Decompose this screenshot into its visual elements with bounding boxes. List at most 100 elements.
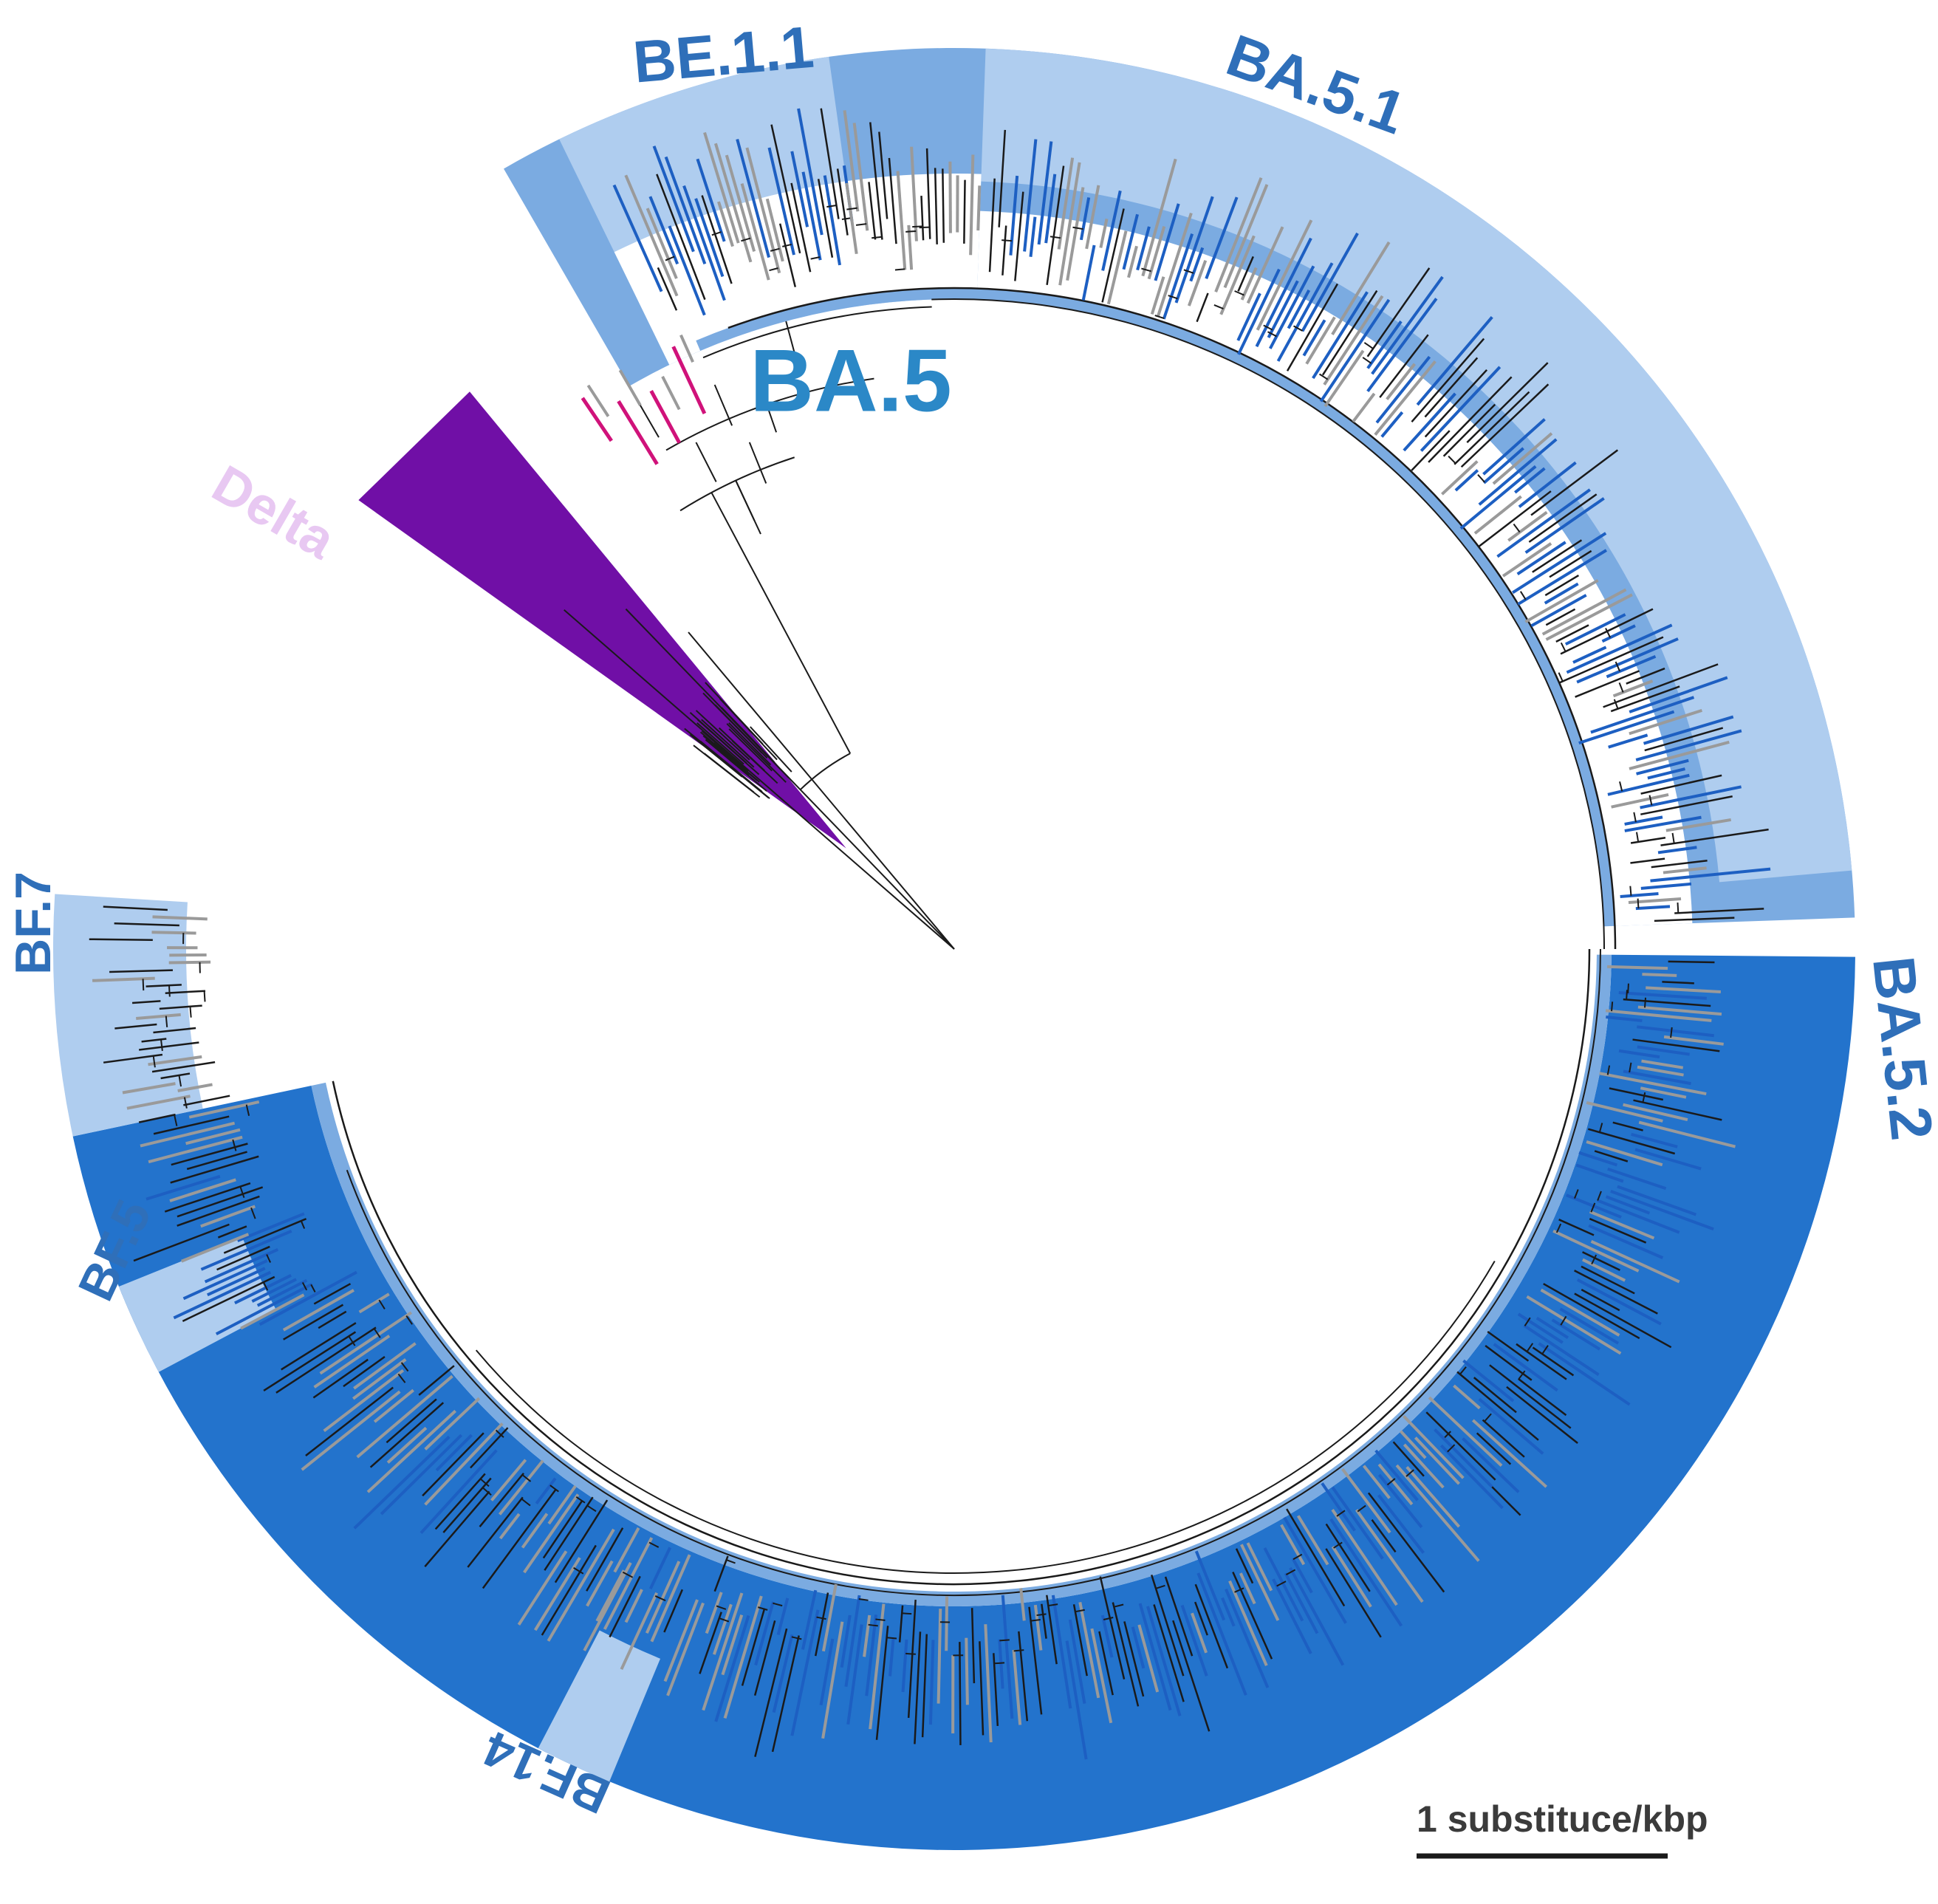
- black-leaf: [898, 1605, 904, 1643]
- blue-leaf: [736, 138, 771, 258]
- gray-leaf: [547, 1528, 615, 1642]
- branch-line: [713, 384, 733, 426]
- magenta-leaf: [671, 346, 707, 415]
- black-leaf: [159, 1004, 202, 1010]
- blue-leaf: [772, 1634, 794, 1713]
- gray-leaf: [168, 960, 211, 965]
- gray-leaf: [624, 1589, 643, 1623]
- black-leaf: [1164, 1576, 1194, 1657]
- gray-leaf: [521, 1513, 549, 1549]
- gray-leaf: [313, 1335, 391, 1388]
- black-leaf: [1543, 1283, 1640, 1340]
- gray-leaf: [366, 1409, 457, 1493]
- black-leaf: [820, 108, 840, 219]
- gray-leaf: [1502, 542, 1552, 578]
- gray-leaf: [1638, 1120, 1736, 1148]
- branch-arc: [769, 267, 778, 272]
- tree-branches: [89, 108, 1771, 1760]
- black-leaf: [925, 148, 931, 239]
- black-leaf: [914, 1631, 922, 1744]
- blue-leaf: [1319, 298, 1391, 403]
- gray-leaf: [1157, 212, 1193, 317]
- black-leaf: [1325, 1548, 1382, 1638]
- branch-arc: [1234, 1587, 1244, 1593]
- black-leaf: [1612, 1121, 1643, 1131]
- blue-leaf: [1459, 465, 1537, 530]
- branch-arc: [1541, 1345, 1549, 1355]
- blue-leaf: [173, 1270, 272, 1320]
- blue-leaf: [1434, 1428, 1493, 1488]
- blue-leaf: [1154, 203, 1180, 281]
- blue-leaf: [1068, 1619, 1086, 1704]
- blue-leaf: [1566, 623, 1673, 674]
- blue-leaf: [1605, 1195, 1651, 1215]
- blue-leaf: [1272, 1578, 1312, 1654]
- blue-leaf: [1377, 1473, 1423, 1529]
- black-leaf: [186, 1151, 247, 1171]
- blue-leaf: [1657, 846, 1697, 855]
- black-leaf: [1194, 1583, 1229, 1669]
- blue-leaf: [652, 145, 695, 253]
- black-leaf: [1460, 383, 1550, 468]
- black-leaf: [133, 1223, 230, 1262]
- branch-arc: [1519, 591, 1527, 600]
- branch-arc: [1030, 1619, 1041, 1622]
- blue-leaf: [1514, 467, 1546, 494]
- gray-leaf: [1441, 460, 1479, 496]
- gray-leaf: [169, 1178, 236, 1202]
- branch-arc: [1642, 1092, 1646, 1103]
- gray-leaf: [586, 1560, 614, 1607]
- blue-leaf: [1023, 139, 1038, 252]
- gray-leaf: [1099, 218, 1109, 248]
- black-leaf: [139, 1041, 199, 1051]
- branch-line: [721, 707, 775, 764]
- branch-line: [695, 442, 717, 482]
- branch-arc: [482, 1487, 492, 1496]
- blue-leaf: [1493, 1343, 1558, 1392]
- blue-leaf: [1196, 1572, 1247, 1696]
- gray-leaf: [896, 171, 907, 270]
- branch-arc: [1613, 699, 1619, 710]
- black-leaf: [164, 1182, 251, 1213]
- gray-leaf: [603, 1537, 654, 1630]
- gray-leaf: [1507, 510, 1548, 542]
- blue-leaf: [1576, 1278, 1662, 1326]
- blue-leaf: [256, 1278, 308, 1307]
- branch-arc: [1590, 1202, 1596, 1213]
- branch-arc: [1183, 269, 1194, 274]
- blue-leaf: [1375, 355, 1431, 424]
- blue-leaf: [182, 1259, 268, 1301]
- be11-label: BE.1.1: [631, 14, 816, 95]
- gray-leaf: [666, 1602, 705, 1696]
- gray-leaf: [353, 1342, 417, 1390]
- gray-leaf: [1033, 1604, 1043, 1651]
- black-leaf: [89, 938, 153, 941]
- gray-leaf: [424, 1397, 481, 1451]
- branch-arc: [586, 1504, 597, 1513]
- branch-arc: [1072, 226, 1083, 230]
- black-leaf: [160, 1072, 191, 1080]
- black-leaf: [1662, 981, 1694, 984]
- blue-leaf: [1136, 226, 1151, 271]
- blue-leaf: [1301, 232, 1359, 332]
- black-leaf: [1411, 430, 1451, 471]
- gray-leaf: [1471, 1419, 1548, 1488]
- gray-leaf: [717, 201, 734, 247]
- gray-leaf: [1058, 162, 1081, 286]
- black-leaf: [418, 1365, 455, 1396]
- blue-leaf: [1081, 244, 1096, 301]
- branch-arc: [770, 247, 780, 252]
- blue-leaf: [1631, 1132, 1678, 1148]
- branch-arc: [1336, 1510, 1346, 1517]
- be11-inner-gap: [614, 173, 982, 366]
- black-leaf: [1454, 391, 1530, 465]
- gray-leaf: [386, 1426, 428, 1464]
- gray-leaf: [1191, 1612, 1208, 1654]
- blue-leaf: [1380, 411, 1404, 438]
- black-leaf: [151, 1061, 216, 1073]
- gray-leaf: [180, 1233, 250, 1263]
- gray-leaf: [723, 1595, 763, 1719]
- black-leaf: [1530, 449, 1619, 516]
- black-leaf: [138, 1113, 176, 1123]
- branch-line: [695, 710, 750, 761]
